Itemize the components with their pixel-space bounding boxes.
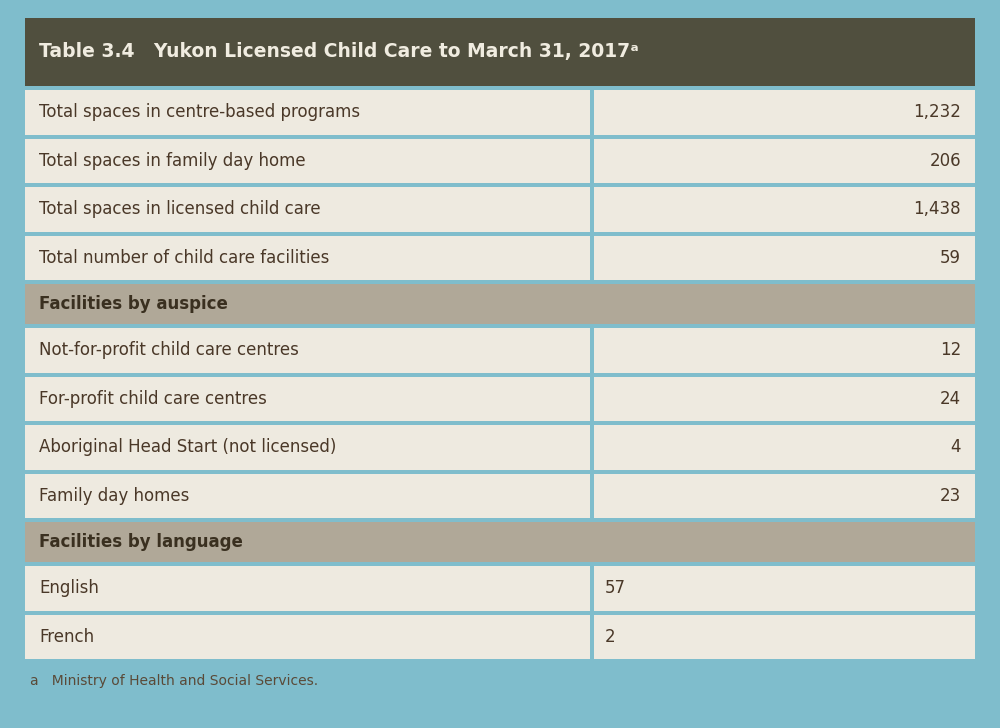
Bar <box>594 425 975 470</box>
Text: French: French <box>39 628 94 646</box>
Bar <box>594 376 975 421</box>
Bar <box>594 566 975 611</box>
Text: Aboriginal Head Start (not licensed): Aboriginal Head Start (not licensed) <box>39 438 336 456</box>
Bar <box>25 425 590 470</box>
Text: 1,438: 1,438 <box>913 200 961 218</box>
Text: For-profit child care centres: For-profit child care centres <box>39 389 267 408</box>
Text: Total spaces in family day home: Total spaces in family day home <box>39 151 306 170</box>
Text: 12: 12 <box>940 341 961 359</box>
Text: Table 3.4   Yukon Licensed Child Care to March 31, 2017ᵃ: Table 3.4 Yukon Licensed Child Care to M… <box>39 42 639 61</box>
Text: 24: 24 <box>940 389 961 408</box>
Bar <box>25 235 590 280</box>
Bar <box>25 187 590 232</box>
Text: Family day homes: Family day homes <box>39 487 189 505</box>
Text: Total spaces in centre-based programs: Total spaces in centre-based programs <box>39 103 360 122</box>
Bar <box>25 18 975 86</box>
Bar <box>25 522 975 562</box>
Text: Facilities by language: Facilities by language <box>39 533 243 551</box>
Bar <box>25 90 590 135</box>
Text: English: English <box>39 579 99 597</box>
Text: 4: 4 <box>950 438 961 456</box>
Text: Not-for-profit child care centres: Not-for-profit child care centres <box>39 341 299 359</box>
Text: 1,232: 1,232 <box>913 103 961 122</box>
Bar <box>594 90 975 135</box>
Text: 2: 2 <box>604 628 615 646</box>
Bar <box>594 614 975 659</box>
Bar <box>25 566 590 611</box>
Bar <box>594 138 975 183</box>
Bar <box>594 473 975 518</box>
Bar <box>25 473 590 518</box>
Text: 57: 57 <box>604 579 625 597</box>
Bar <box>25 614 590 659</box>
Bar <box>594 187 975 232</box>
Bar <box>594 328 975 373</box>
Text: Facilities by auspice: Facilities by auspice <box>39 295 228 313</box>
Bar <box>25 328 590 373</box>
Bar <box>594 235 975 280</box>
Text: Total number of child care facilities: Total number of child care facilities <box>39 249 329 266</box>
Text: Total spaces in licensed child care: Total spaces in licensed child care <box>39 200 321 218</box>
Text: 59: 59 <box>940 249 961 266</box>
Bar <box>25 284 975 324</box>
Bar <box>25 138 590 183</box>
Bar <box>25 18 975 663</box>
Text: 206: 206 <box>929 151 961 170</box>
Text: 23: 23 <box>940 487 961 505</box>
Bar <box>25 376 590 421</box>
Text: a   Ministry of Health and Social Services.: a Ministry of Health and Social Services… <box>30 674 318 688</box>
